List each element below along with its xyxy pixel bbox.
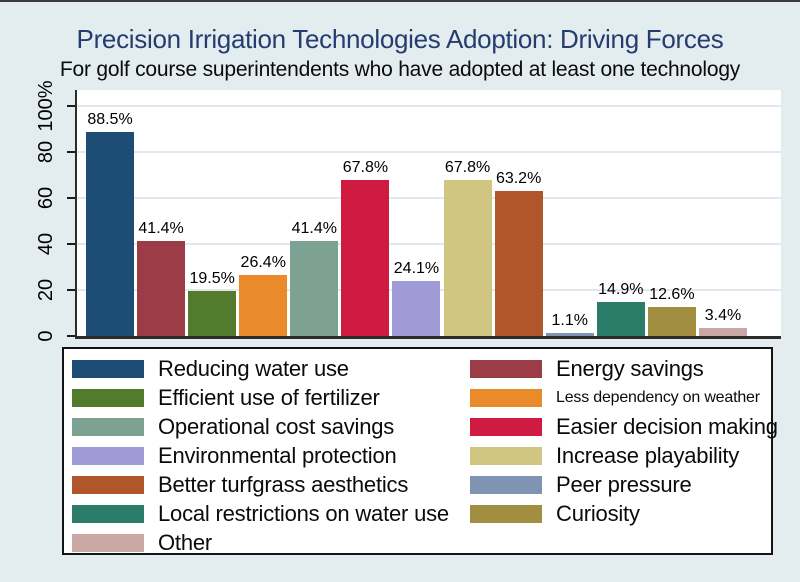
legend-label: Other — [158, 529, 213, 555]
legend-item: Increase playability — [470, 443, 778, 469]
bar — [341, 180, 390, 336]
plot-area: 88.5% 41.4% 19.5% 26.4% 41.4% 67.8% 24.1% 67.8%… — [75, 90, 781, 339]
bar-value-label: 41.4% — [138, 219, 184, 237]
legend-item: Curiosity — [470, 501, 778, 527]
bar-value-label: 14.9% — [598, 280, 644, 298]
bar-value-label: 12.6% — [649, 286, 695, 304]
legend-item: Efficient use of fertilizer — [72, 385, 470, 411]
gridline — [77, 151, 781, 153]
legend-item: Better turfgrass aesthetics — [72, 472, 470, 498]
legend-item: Other — [72, 530, 470, 556]
y-axis-tick-label: 100% — [35, 80, 57, 132]
bar — [443, 180, 492, 336]
bar — [239, 275, 288, 336]
legend-swatch — [72, 359, 144, 378]
legend-label: Curiosity — [556, 500, 640, 526]
bar-value-label: 19.5% — [189, 270, 235, 288]
gridline — [77, 243, 781, 245]
legend-label: Reducing water use — [158, 355, 349, 381]
legend-swatch — [72, 417, 144, 436]
gridline — [77, 197, 781, 199]
bar — [545, 333, 594, 336]
legend-swatch — [470, 388, 542, 407]
legend-label: Efficient use of fertilizer — [158, 384, 380, 410]
legend-swatch — [470, 446, 542, 465]
legend-label: Local restrictions on water use — [158, 500, 449, 526]
legend-swatch — [72, 388, 144, 407]
bar — [188, 291, 237, 336]
legend-item: Less dependency on weather — [470, 388, 778, 407]
bar-value-label: 26.4% — [240, 254, 286, 272]
legend-item: Easier decision making — [470, 414, 778, 440]
y-axis-tick — [67, 197, 75, 199]
legend-swatch — [72, 475, 144, 494]
legend-swatch — [470, 475, 542, 494]
y-axis-tick — [67, 243, 75, 245]
bar — [698, 328, 747, 336]
bar-value-label: 67.8% — [342, 159, 389, 177]
chart-title: Precision Irrigation Technologies Adopti… — [76, 24, 724, 54]
legend-item: Operational cost savings — [72, 414, 470, 440]
bar — [137, 240, 186, 336]
legend-label: Operational cost savings — [158, 413, 395, 439]
bar-value-label: 1.1% — [551, 312, 588, 330]
legend-label: Less dependency on weather — [556, 388, 760, 406]
y-axis-tick — [67, 289, 75, 291]
legend-swatch — [72, 533, 144, 552]
legend-label: Easier decision making — [556, 413, 778, 439]
bar-value-label: 41.4% — [291, 219, 337, 237]
bar — [596, 301, 645, 336]
legend-swatch — [470, 417, 542, 436]
x-axis-line — [75, 336, 781, 339]
bar-value-label: 88.5% — [87, 111, 133, 129]
legend-box: Reducing water use Energy savings Efficien… — [62, 347, 778, 556]
chart-subtitle: For golf course superintendents who have… — [59, 58, 741, 81]
y-axis-tick — [67, 105, 75, 107]
legend-swatch — [72, 504, 144, 523]
legend-swatch — [470, 504, 542, 523]
legend-item: Environmental protection — [72, 443, 470, 469]
gridline — [77, 105, 781, 107]
legend-label: Peer pressure — [556, 471, 692, 497]
bar — [647, 307, 696, 336]
bar-value-label: 24.1% — [393, 259, 440, 277]
bar-value-label: 3.4% — [704, 307, 742, 325]
legend-item: Peer pressure — [470, 472, 778, 498]
legend-label: Environmental protection — [158, 442, 397, 468]
bar — [290, 240, 339, 336]
legend-label: Energy savings — [556, 355, 704, 381]
y-axis-tick — [67, 151, 75, 153]
bar-value-label: 63.2% — [495, 169, 542, 187]
legend-label: Better turfgrass aesthetics — [158, 471, 409, 497]
legend-item: Energy savings — [470, 356, 778, 382]
legend-item: Reducing water use — [72, 356, 470, 382]
bar — [392, 280, 441, 336]
y-axis-tick — [67, 335, 75, 337]
legend-swatch — [470, 359, 542, 378]
bar — [86, 132, 134, 336]
bar-value-label: 67.8% — [444, 159, 491, 177]
legend-item: Local restrictions on water use — [72, 501, 470, 527]
legend-swatch — [72, 446, 144, 465]
y-axis-line — [75, 90, 77, 339]
bar — [494, 190, 543, 336]
legend-label: Increase playability — [556, 442, 740, 468]
